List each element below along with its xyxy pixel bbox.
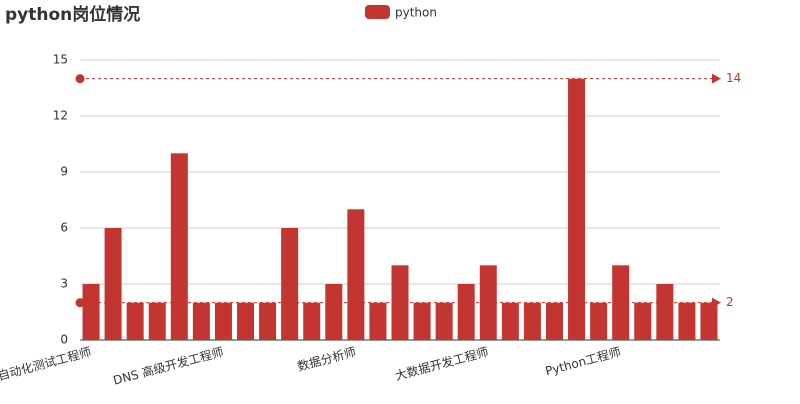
bar (590, 302, 608, 340)
bar (634, 302, 652, 340)
mark-line-arrow (712, 297, 721, 308)
bar (656, 284, 674, 340)
bar (369, 302, 387, 340)
bar (82, 284, 100, 340)
bar (170, 153, 188, 340)
mark-line-label: 2 (726, 295, 734, 309)
bar (700, 302, 718, 340)
bar (325, 284, 343, 340)
y-tick-label: 0 (60, 333, 68, 347)
bar (259, 302, 277, 340)
mark-line-label: 14 (726, 71, 741, 85)
y-tick-label: 6 (60, 221, 68, 235)
mark-line-start (75, 298, 85, 308)
y-tick-label: 15 (53, 53, 68, 67)
bar (214, 302, 232, 340)
y-tick-label: 9 (60, 165, 68, 179)
legend-label: python (395, 6, 437, 20)
x-tick-label: Python工程师 (544, 344, 623, 379)
bar (678, 302, 696, 340)
mark-line-arrow (712, 73, 721, 84)
bar (545, 302, 563, 340)
y-tick-label: 12 (53, 109, 68, 123)
bar (237, 302, 255, 340)
bar (347, 209, 365, 340)
bar (126, 302, 144, 340)
x-tick-label: 大数据开发工程师 (393, 344, 490, 383)
bar (148, 302, 166, 340)
bar (104, 228, 122, 340)
bar (413, 302, 431, 340)
bar (281, 228, 299, 340)
bar (192, 302, 210, 340)
bar (435, 302, 453, 340)
bar (568, 78, 586, 341)
x-tick-label: DNS 高级开发工程师 (111, 344, 225, 388)
bar (303, 302, 321, 340)
bar (523, 302, 541, 340)
mark-line-start (75, 74, 85, 84)
x-tick-label: 数据分析师 (296, 344, 358, 374)
bar (457, 284, 475, 340)
bar (501, 302, 519, 340)
chart-title: python岗位情况 (5, 4, 140, 25)
legend-swatch (365, 5, 390, 19)
x-tick-label: 自动化测试工程师 (0, 344, 93, 383)
y-tick-label: 3 (60, 277, 68, 291)
